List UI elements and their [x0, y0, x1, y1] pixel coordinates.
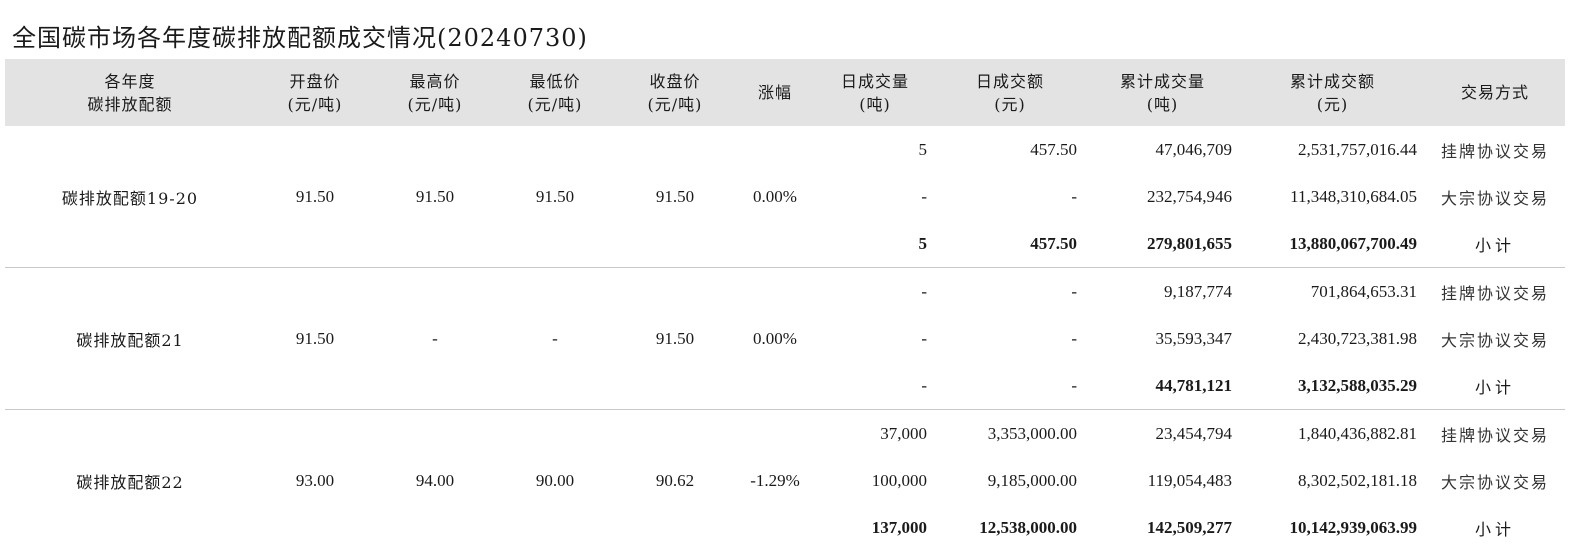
daily-amount: 457.50	[1030, 139, 1077, 159]
page-title: 全国碳市场各年度碳排放配额成交情况(20240730)	[12, 24, 588, 52]
high-price: 94.00	[375, 409, 495, 551]
table-header-row: 各年度 碳排放配额 开盘价 (元/吨) 最高价 (元/吨) 最低价 (元/吨) 收盘价(…	[5, 59, 1565, 126]
daily-amount: -	[1071, 328, 1077, 348]
table-row: 100,000 9,185,000.00 119,054,483 8,302,5…	[5, 457, 1565, 504]
close-price: 90.62	[615, 409, 735, 551]
header-daily-amount: 日成交额 (元)	[935, 59, 1085, 126]
low-price: 91.50	[535, 186, 575, 206]
subtotal-row: - - 44,781,121 3,132,588,035.29 小计	[5, 362, 1565, 410]
cumulative-amount: 701,864,653.31	[1240, 267, 1425, 315]
header-change: 涨幅	[735, 59, 815, 126]
header-close-price: 收盘价 (元/吨)	[615, 59, 735, 126]
trade-mode: 小计	[1474, 377, 1515, 397]
trade-mode: 挂牌协议交易	[1425, 267, 1565, 315]
trade-mode: 小计	[1474, 519, 1515, 539]
daily-volume: -	[921, 375, 927, 395]
cumulative-volume: 142,509,277	[1147, 517, 1232, 537]
header-trade-mode: 交易方式	[1425, 59, 1565, 126]
open-price: 93.00	[255, 409, 375, 551]
quota-name: 碳排放配额22	[5, 409, 255, 551]
table-row: 碳排放配额22 93.00 94.00 90.00 90.62 -1.29% 3…	[5, 409, 1565, 551]
open-price: 91.50	[295, 186, 335, 206]
close-price: 91.50	[655, 186, 695, 206]
daily-amount: 12,538,000.00	[979, 517, 1077, 537]
cumulative-volume: 23,454,794	[1085, 409, 1240, 457]
cumulative-amount: 2,430,723,381.98	[1298, 328, 1417, 348]
daily-amount: -	[1071, 375, 1077, 395]
cumulative-volume: 232,754,946	[1147, 186, 1232, 206]
header-cumulative-amount: 累计成交额 (元)	[1240, 59, 1425, 126]
trade-mode: 挂牌协议交易	[1440, 141, 1549, 161]
daily-amount: -	[1071, 186, 1077, 206]
open-price: 91.50	[255, 267, 375, 410]
daily-volume: 137,000	[871, 517, 927, 537]
cumulative-volume: 9,187,774	[1085, 267, 1240, 315]
header-year-quota: 各年度 碳排放配额	[5, 59, 255, 126]
table-row: - - 232,754,946 11,348,310,684.05 大宗协议交易	[5, 173, 1565, 220]
price-change: 0.00%	[735, 267, 815, 410]
daily-volume: 5	[918, 233, 928, 253]
daily-volume: 100,000	[871, 470, 927, 490]
daily-amount: 9,185,000.00	[987, 470, 1077, 490]
daily-volume: 5	[918, 139, 928, 159]
daily-volume: -	[815, 267, 935, 315]
cumulative-amount: 3,132,588,035.29	[1298, 375, 1417, 395]
daily-volume: 37,000	[815, 409, 935, 457]
low-price: 90.00	[495, 409, 615, 551]
close-price: 91.50	[615, 267, 735, 410]
header-cumulative-volume: 累计成交量 (吨)	[1085, 59, 1240, 126]
trade-mode: 大宗协议交易	[1440, 472, 1549, 492]
header-low-price: 最低价 (元/吨)	[495, 59, 615, 126]
low-price: -	[495, 267, 615, 410]
cumulative-volume: 119,054,483	[1147, 470, 1232, 490]
header-high-price: 最高价 (元/吨)	[375, 59, 495, 126]
cumulative-volume: 35,593,347	[1155, 328, 1233, 348]
daily-volume: -	[921, 328, 927, 348]
daily-amount: 457.50	[1030, 233, 1077, 253]
cumulative-amount: 10,142,939,063.99	[1289, 517, 1418, 537]
trade-mode: 大宗协议交易	[1440, 330, 1549, 350]
cumulative-amount: 8,302,502,181.18	[1298, 470, 1417, 490]
header-open-price: 开盘价 (元/吨)	[255, 59, 375, 126]
price-change: 0.00%	[753, 186, 797, 206]
cumulative-amount: 1,840,436,882.81	[1240, 409, 1425, 457]
subtotal-row: 5 457.50 279,801,655 13,880,067,700.49 小…	[5, 220, 1565, 268]
carbon-quota-table: 各年度 碳排放配额 开盘价 (元/吨) 最高价 (元/吨) 最低价 (元/吨) 收盘价(…	[5, 59, 1565, 551]
quota-name: 碳排放配额21	[5, 267, 255, 410]
table-row: 碳排放配额19-20 91.50 91.50 91.50 91.50 0.00%…	[5, 126, 1565, 208]
header-daily-volume: 日成交量 (吨)	[815, 59, 935, 126]
price-change: -1.29%	[735, 409, 815, 551]
trade-mode: 挂牌协议交易	[1425, 409, 1565, 457]
table-row: - - 35,593,347 2,430,723,381.98 大宗协议交易	[5, 315, 1565, 362]
high-price: 91.50	[415, 186, 455, 206]
cumulative-volume: 47,046,709	[1155, 139, 1233, 159]
quota-name: 碳排放配额19-20	[61, 188, 199, 208]
trade-mode: 大宗协议交易	[1440, 188, 1549, 208]
subtotal-row: 137,000 12,538,000.00 142,509,277 10,142…	[5, 504, 1565, 551]
cumulative-volume: 44,781,121	[1155, 375, 1233, 395]
cumulative-volume: 279,801,655	[1147, 233, 1232, 253]
daily-amount: -	[935, 267, 1085, 315]
daily-amount: 3,353,000.00	[935, 409, 1085, 457]
cumulative-amount: 11,348,310,684.05	[1290, 186, 1417, 206]
high-price: -	[375, 267, 495, 410]
cumulative-amount: 13,880,067,700.49	[1289, 233, 1418, 253]
table-row: 碳排放配额21 91.50 - - 91.50 0.00% - - 9,187,…	[5, 267, 1565, 410]
cumulative-amount: 2,531,757,016.44	[1298, 139, 1417, 159]
trade-mode: 小计	[1474, 235, 1515, 255]
daily-volume: -	[921, 186, 927, 206]
